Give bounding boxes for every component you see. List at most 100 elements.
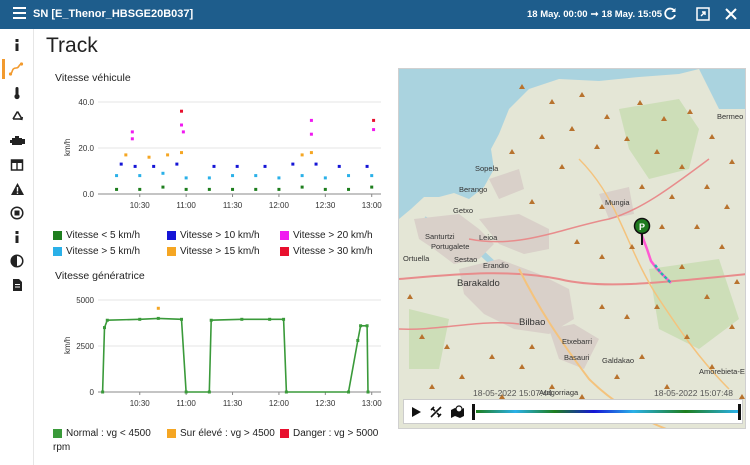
legend-label: Vitesse > 20 km/h	[293, 230, 373, 241]
playback-bar	[403, 399, 743, 424]
data-point	[370, 174, 374, 178]
data-point	[254, 187, 258, 191]
data-point	[235, 164, 239, 168]
place-label: Bilbao	[519, 317, 545, 328]
page-title: Track	[46, 34, 98, 57]
urban-area	[549, 324, 599, 369]
legend-swatch	[280, 429, 289, 438]
data-point	[347, 174, 351, 178]
expand-icon[interactable]	[695, 6, 711, 22]
sidebar-item-stop[interactable]	[5, 203, 29, 223]
timeline-track[interactable]	[476, 410, 738, 413]
position-marker[interactable]: P	[633, 217, 651, 246]
sea-area	[399, 69, 699, 219]
place-label: Portugalete	[431, 242, 469, 251]
refresh-icon[interactable]	[662, 6, 678, 22]
data-point	[101, 390, 105, 394]
road	[399, 322, 520, 330]
data-point	[212, 164, 216, 168]
legend-label: Vitesse > 10 km/h	[180, 230, 260, 241]
timeline-start-handle[interactable]	[472, 404, 475, 420]
legend-swatch	[53, 429, 62, 438]
data-point	[166, 153, 170, 157]
unlink-icon[interactable]	[429, 405, 443, 419]
info-icon	[15, 231, 19, 243]
place-label: Basauri	[564, 353, 590, 362]
vehicle-speed-legend: Vitesse < 5 km/h Vitesse > 10 km/h Vites…	[53, 230, 383, 262]
data-point	[161, 185, 165, 189]
x-tick-label: 12:00	[269, 201, 290, 210]
x-tick-label: 11:00	[176, 201, 196, 210]
legend-item[interactable]: Normal : vg < 4500	[53, 428, 151, 439]
legend-item[interactable]: Vitesse < 5 km/h	[53, 230, 140, 241]
data-point	[184, 176, 188, 180]
sidebar-item-alerts[interactable]	[5, 179, 29, 199]
stop-icon	[10, 206, 24, 220]
data-point	[300, 174, 304, 178]
map[interactable]: Bermeo Sopela Berango Getxo Mungia Santu…	[398, 68, 746, 429]
sidebar-item-document[interactable]	[5, 275, 29, 295]
legend-swatch	[53, 247, 62, 256]
data-point	[115, 174, 119, 178]
place-label: Sopela	[475, 164, 499, 173]
legend-label: Vitesse > 30 km/h	[293, 246, 373, 257]
map-pin-icon[interactable]	[450, 405, 465, 419]
sidebar-item-engine[interactable]	[5, 131, 29, 151]
data-point	[207, 187, 211, 191]
map-canvas[interactable]: Bermeo Sopela Berango Getxo Mungia Santu…	[399, 69, 746, 429]
play-icon[interactable]	[410, 406, 422, 418]
date-range[interactable]: 18 May. 00:00 ➞ 18 May. 15:05	[527, 9, 662, 20]
data-point	[337, 164, 341, 168]
legend-item[interactable]: Sur élevé : vg > 4500	[167, 428, 275, 439]
y-tick-label: 40.0	[78, 98, 94, 107]
legend-label: Vitesse > 15 km/h	[180, 246, 260, 257]
legend-item[interactable]: Vitesse > 30 km/h	[280, 246, 373, 257]
timeline-end-handle[interactable]	[738, 404, 741, 420]
sidebar-item-info-2[interactable]	[5, 227, 29, 247]
data-point	[314, 162, 318, 166]
data-point	[130, 137, 134, 141]
sidebar-item-contrast[interactable]	[5, 251, 29, 271]
data-point	[156, 316, 160, 320]
data-point	[277, 176, 281, 180]
x-tick-label: 12:00	[269, 399, 290, 408]
sidebar-item-layout[interactable]	[5, 155, 29, 175]
menu-icon[interactable]	[13, 7, 26, 21]
y-axis-label: km/h	[63, 337, 72, 354]
sidebar-item-recycle[interactable]	[5, 107, 29, 127]
road	[578, 158, 615, 210]
track-end-time: 18-05-2022 15:07:48	[654, 388, 733, 398]
generator-speed-title: Vitesse génératrice	[55, 270, 145, 282]
legend-item[interactable]: Vitesse > 20 km/h	[280, 230, 373, 241]
legend-item[interactable]: Danger : vg > 5000	[280, 428, 378, 439]
legend-label: Sur élevé : vg > 4500	[180, 428, 275, 439]
data-point	[180, 109, 184, 113]
data-point	[207, 390, 211, 394]
sidebar-item-temperature[interactable]	[5, 83, 29, 103]
legend-item[interactable]: Vitesse > 15 km/h	[167, 246, 260, 257]
close-icon[interactable]	[723, 6, 739, 22]
data-point	[359, 324, 363, 328]
data-point	[133, 164, 137, 168]
legend-item[interactable]: Vitesse > 5 km/h	[53, 246, 140, 257]
sidebar-item-track[interactable]	[2, 59, 26, 79]
x-tick-label: 12:30	[315, 201, 336, 210]
data-point	[291, 162, 295, 166]
data-point	[119, 162, 123, 166]
data-point	[356, 338, 360, 342]
forest-area	[409, 309, 449, 369]
x-tick-label: 12:30	[315, 399, 336, 408]
sidebar-item-info[interactable]	[5, 35, 29, 55]
data-point	[372, 128, 376, 132]
data-point	[138, 317, 142, 321]
place-label: Ortuella	[403, 254, 430, 263]
data-point	[209, 318, 213, 322]
forest-area	[619, 99, 699, 179]
legend-item[interactable]: Vitesse > 10 km/h	[167, 230, 260, 241]
data-point	[268, 317, 272, 321]
data-point	[347, 390, 351, 394]
x-tick-label: 11:30	[223, 201, 243, 210]
data-point	[184, 390, 188, 394]
legend-label: Normal : vg < 4500	[66, 428, 151, 439]
data-point	[207, 176, 211, 180]
